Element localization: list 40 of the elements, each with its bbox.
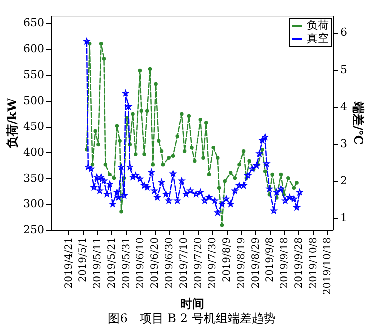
y-tick-label: 400 [24,146,44,159]
y-tick-label: 500 [24,94,44,108]
legend-label: 真空 [307,32,329,45]
x-tick-label: 2019/8/29 [250,238,262,289]
x-tick-label: 2019/5/1 [78,238,90,282]
x-axis-title: 时间 [180,297,204,312]
legend-label: 负荷 [307,19,329,32]
x-tick-label: 2019/8/9 [222,238,234,282]
caption: 图6 项目 B 2 号机组端差趋势 [108,312,276,326]
y2-axis-title: 端差/℃ [352,101,366,145]
y-tick-label: 450 [24,120,44,134]
y-tick-label: 350 [24,172,44,185]
x-tick-label: 2019/10/8 [308,238,320,289]
x-tick-label: 2019/9/8 [265,238,276,282]
y2-tick-label: 6 [340,26,348,40]
x-tick-label: 2019/5/31 [121,238,132,289]
x-tick-label: 2019/6/10 [136,238,147,289]
y-tick-label: 650 [24,16,44,30]
y-tick-label: 250 [24,224,44,236]
y-tick-label: 550 [24,68,44,82]
y-axis-title: 负荷/kW [6,98,20,150]
y-tick-label: 300 [24,198,44,211]
x-tick-label: 2019/7/10 [178,238,190,289]
x-tick-label: 2019/6/20 [150,238,162,289]
x-tick-label: 2019/5/11 [92,238,104,289]
y2-tick-label: 3 [340,137,348,150]
y2-tick-label: 4 [340,100,348,114]
x-tick-label: 2019/7/20 [193,238,204,289]
x-tick-label: 2019/7/30 [208,238,219,289]
x-tick-label: 2019/6/30 [164,238,176,289]
y2-tick-label: 2 [340,174,348,188]
y-tick-label: 600 [24,42,44,56]
y2-tick-label: 5 [340,63,348,76]
x-tick-label: 2019/10/18 [322,238,334,296]
y2-tick-label: 1 [340,212,348,225]
x-tick-label: 2019/5/21 [106,238,118,289]
x-tick-label: 2019/4/21 [64,238,75,289]
x-tick-label: 2019/9/28 [294,238,305,289]
x-tick-label: 2019/8/19 [236,238,248,289]
x-tick-label: 2019/9/18 [280,238,291,289]
